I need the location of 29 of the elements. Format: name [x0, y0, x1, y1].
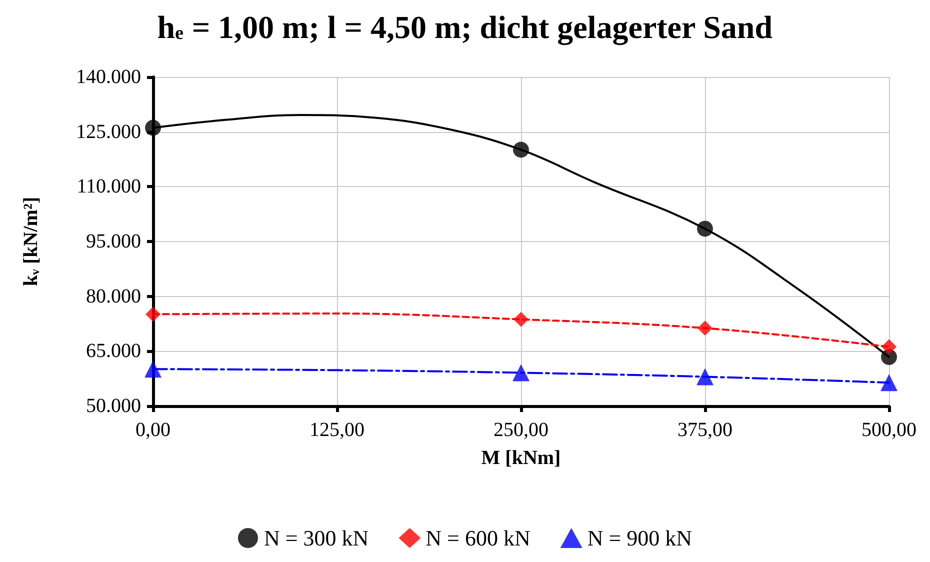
point [698, 320, 712, 336]
x-tick-label: 0,00 [136, 419, 170, 441]
legend-label: N = 600 kN [426, 526, 530, 550]
point [514, 312, 528, 327]
point [513, 142, 529, 158]
point [146, 306, 160, 322]
point [696, 368, 714, 386]
x-tick-label: 125,00 [310, 419, 364, 441]
point [144, 360, 162, 378]
x-tick-label: 375,00 [678, 419, 732, 441]
point [697, 220, 713, 237]
y-axis-title: kv [kN/m²] [20, 196, 42, 286]
y-tick-label: 95.000 [86, 230, 141, 252]
x-tick-label: 250,00 [494, 419, 548, 441]
x-axis-title: M [kNm] [481, 447, 561, 469]
y-tick-label: 80.000 [86, 285, 141, 308]
x-tick-label: 500,00 [862, 419, 916, 441]
point [880, 374, 898, 392]
point [145, 120, 161, 136]
legend-label: N = 300 kN [264, 526, 369, 550]
y-tick-label: 140.000 [76, 66, 141, 88]
y-tick-label: 125.000 [76, 120, 141, 143]
y-tick-label: 65.000 [86, 340, 141, 362]
chart-title: he = 1,00 m; l = 4,50 m; dicht gelagerter Sand [157, 9, 773, 46]
point [882, 339, 896, 354]
point [512, 364, 530, 382]
y-tick-label: 50.000 [86, 395, 141, 417]
y-tick-label: 110.000 [76, 176, 141, 198]
legend-label: N = 900 kN [587, 526, 692, 550]
